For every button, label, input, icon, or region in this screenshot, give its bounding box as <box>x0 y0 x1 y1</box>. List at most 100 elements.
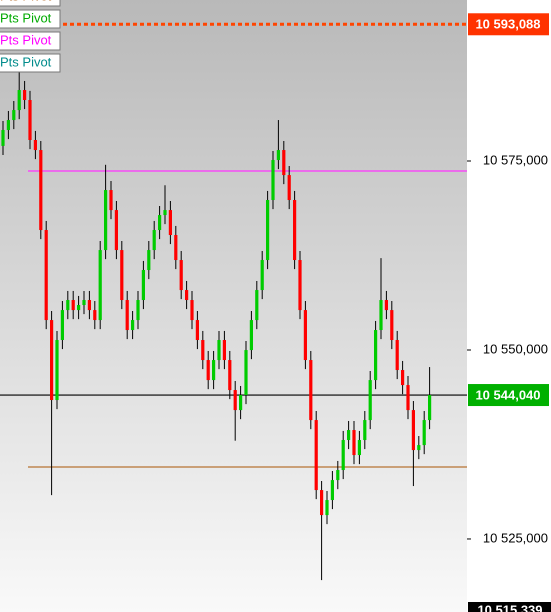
candle-body <box>77 305 81 311</box>
candle-body <box>23 90 27 101</box>
candle-body <box>422 420 426 446</box>
candle-body <box>33 139 37 151</box>
candle-body <box>325 500 329 516</box>
legend-box <box>0 9 61 29</box>
candle-body <box>336 470 340 481</box>
candle-body <box>217 340 221 361</box>
legend-box <box>0 31 61 51</box>
candle-body <box>98 250 102 321</box>
candle-body <box>271 160 275 201</box>
candle-body <box>390 310 394 341</box>
candle-body <box>168 210 172 236</box>
candle-body <box>249 320 253 351</box>
candle-body <box>109 190 113 211</box>
candle-body <box>82 300 86 306</box>
candle-body <box>244 350 248 396</box>
candle-body <box>276 150 280 161</box>
price-label-box <box>468 13 549 36</box>
candle-body <box>260 260 264 291</box>
candle-body <box>303 310 307 361</box>
candle-body <box>282 150 286 176</box>
candle-body <box>374 330 378 381</box>
price-label-box <box>468 384 549 407</box>
candle-body <box>50 320 54 401</box>
candle-body <box>12 110 16 121</box>
candle-body <box>222 340 226 361</box>
candle-body <box>368 380 372 421</box>
axis-background <box>467 0 551 612</box>
candle-body <box>114 210 118 251</box>
candle-body <box>417 445 421 451</box>
candle-body <box>357 440 361 456</box>
candle-body <box>206 360 210 381</box>
candle-body <box>287 175 291 201</box>
candle-body <box>39 150 43 231</box>
candle-body <box>6 120 10 131</box>
candle-body <box>66 300 70 311</box>
candle-body <box>379 300 383 331</box>
candle-body <box>266 200 270 261</box>
price-label: 10 544,040 <box>475 387 540 402</box>
candle-body <box>87 300 91 311</box>
candle-body <box>152 230 156 251</box>
y-tick-label: 10 550,000 <box>483 341 548 356</box>
candle-body <box>71 300 75 311</box>
candle-body <box>158 215 162 231</box>
legend-box <box>0 53 61 73</box>
legend-label: Pts Pivot <box>0 10 52 25</box>
bottom-label-box <box>468 602 551 612</box>
candle-body <box>255 290 259 321</box>
bottom-label: 10 515,339 <box>477 602 542 612</box>
candle-body <box>190 300 194 321</box>
plot-background <box>0 0 467 612</box>
legend-label: Pts Pivot <box>0 54 52 69</box>
candle-body <box>179 260 183 291</box>
candle-body <box>163 210 167 216</box>
y-tick-label: 10 575,000 <box>483 152 548 167</box>
candle-body <box>330 480 334 501</box>
candle-body <box>384 300 388 311</box>
candle-body <box>174 235 178 261</box>
candle-body <box>147 250 151 271</box>
candle-body <box>120 250 124 301</box>
candle-body <box>17 90 21 111</box>
candle-body <box>293 200 297 261</box>
candle-body <box>185 290 189 301</box>
price-label: 10 593,088 <box>475 17 540 32</box>
candle-body <box>320 490 324 516</box>
candle-body <box>347 430 351 441</box>
candle-body <box>395 340 399 371</box>
candle-body <box>104 190 108 251</box>
candle-body <box>298 260 302 311</box>
candle-body <box>1 130 5 146</box>
candle-body <box>228 360 232 391</box>
legend-box <box>0 0 61 7</box>
candle-body <box>314 420 318 491</box>
legend-label: Pts Pivot <box>0 32 52 47</box>
candle-body <box>131 320 135 331</box>
candle-body <box>201 340 205 361</box>
candle-body <box>401 370 405 386</box>
candle-body <box>411 410 415 451</box>
candle-body <box>93 310 97 321</box>
candle-body <box>212 360 216 381</box>
candle-body <box>141 270 145 301</box>
candle-body <box>44 230 48 321</box>
candle-body <box>136 300 140 321</box>
candle-body <box>195 320 199 341</box>
candle-body <box>125 300 129 331</box>
candle-body <box>363 420 367 441</box>
candle-body <box>239 395 243 411</box>
legend-label: Pts Pivot <box>0 0 52 3</box>
candle-body <box>428 395 432 421</box>
candle-body <box>309 360 313 421</box>
candle-body <box>233 390 237 411</box>
candle-body <box>341 440 345 471</box>
y-tick-label: 10 525,000 <box>483 530 548 545</box>
candle-body <box>28 100 32 140</box>
candle-body <box>60 310 64 341</box>
candle-body <box>406 385 410 411</box>
candle-body <box>55 340 59 401</box>
candle-body <box>352 430 356 456</box>
